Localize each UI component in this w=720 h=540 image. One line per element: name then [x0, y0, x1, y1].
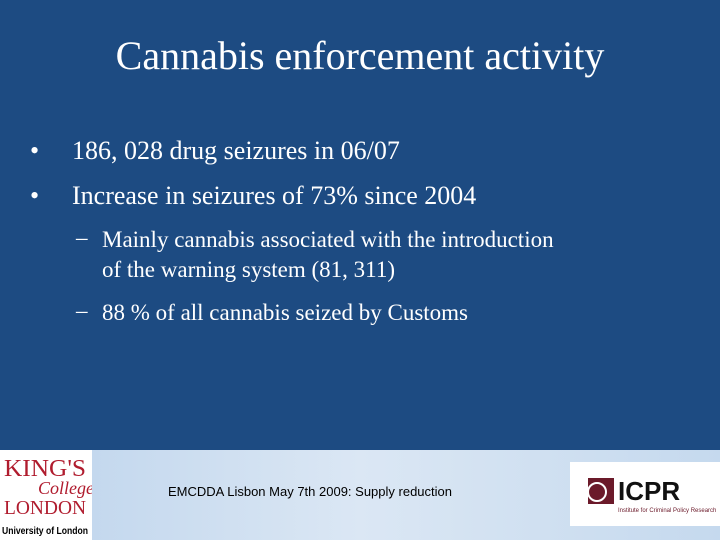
icpr-logo: ICPR Institute for Criminal Policy Resea…	[570, 462, 720, 526]
logo-text: ICPR	[618, 476, 680, 506]
slide-title: Cannabis enforcement activity	[115, 33, 605, 78]
logo-text: College	[38, 478, 92, 498]
line: of the warning system (81, 311)	[102, 257, 395, 282]
bullet-text: 186, 028 drug seizures in 06/07	[72, 136, 400, 165]
logo-text: LONDON	[4, 497, 86, 519]
logo-mark	[587, 482, 607, 502]
sub-bullet-text: Mainly cannabis associated with the intr…	[102, 225, 554, 285]
line: Mainly cannabis associated with the intr…	[102, 227, 554, 252]
kcl-logo: KING'S College LONDON University of Lond…	[0, 450, 92, 540]
logo-text: University of London	[2, 526, 88, 537]
logo-text: KING'S	[4, 456, 86, 482]
logo-text: Institute for Criminal Policy Research	[618, 508, 716, 514]
footer-text: EMCDDA Lisbon May 7th 2009: Supply reduc…	[168, 484, 452, 499]
bullet-text: Increase in seizures of 73% since 2004	[72, 181, 477, 210]
sub-bullet-text: 88 % of all cannabis seized by Customs	[102, 300, 469, 325]
